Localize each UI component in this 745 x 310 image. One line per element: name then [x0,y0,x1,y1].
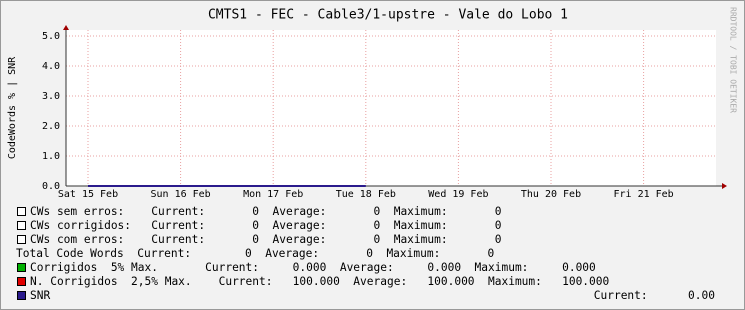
legend-row: Corrigidos 5% Max. Current: 0.000 Averag… [30,261,596,274]
legend-current: Current: 0.00 [594,289,716,302]
watermark: RRDTOOL / TOBI OETIKER [729,7,738,113]
y-axis-arrow [63,25,69,30]
y-tick-label: 1.0 [42,151,60,162]
legend-swatch [17,221,26,230]
legend-row: Total Code Words Current: 0 Average: 0 M… [16,247,494,260]
legend-row: N. Corrigidos 2,5% Max. Current: 100.000… [30,275,610,288]
chart-title: CMTS1 - FEC - Cable3/1-upstre - Vale do … [208,8,568,23]
x-tick-label: Fri 21 Feb [613,189,673,200]
legend-swatch [17,207,26,216]
legend-row: CWs corrigidos: Current: 0 Average: 0 Ma… [30,219,502,232]
legend-entry: SNR [30,289,50,302]
x-tick-label: Sat 15 Feb [58,189,118,200]
x-tick-label: Wed 19 Feb [428,189,488,200]
y-tick-label: 2.0 [42,121,60,132]
y-tick-label: 3.0 [42,91,60,102]
y-tick-label: 4.0 [42,61,60,72]
y-axis-label: CodeWords % | SNR [7,56,18,159]
legend-swatch [17,277,26,286]
x-axis-arrow [722,183,727,189]
y-tick-label: 5.0 [42,31,60,42]
legend-row: CWs com erros: Current: 0 Average: 0 Max… [30,233,502,246]
y-tick-label: 0.0 [42,181,60,192]
legend-row: CWs sem erros: Current: 0 Average: 0 Max… [30,205,502,218]
x-tick-label: Thu 20 Feb [521,189,581,200]
legend-swatch [17,235,26,244]
x-tick-label: Mon 17 Feb [243,189,303,200]
legend-swatch [17,263,26,272]
legend-swatch [17,291,26,300]
plot-area [66,30,716,186]
x-tick-label: Sun 16 Feb [150,189,210,200]
x-tick-label: Tue 18 Feb [336,189,396,200]
